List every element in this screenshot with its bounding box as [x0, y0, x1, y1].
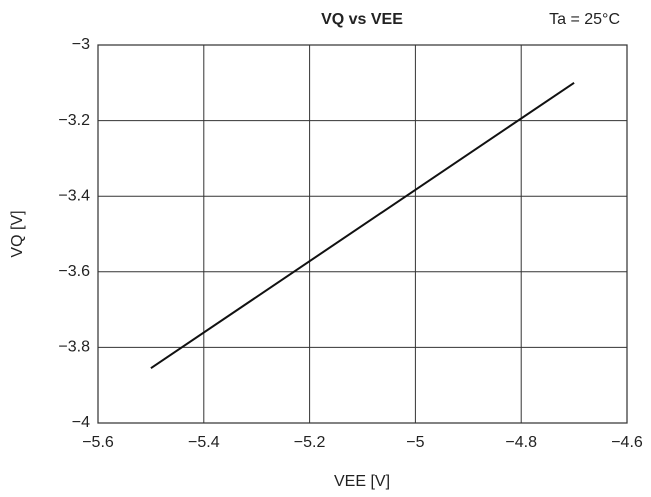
chart-title: VQ vs VEE: [321, 11, 403, 28]
y-tick-label: −4: [72, 414, 90, 431]
y-tick-label: −3.4: [58, 187, 90, 204]
y-tick-label: −3.8: [58, 339, 90, 356]
x-tick-label: −5: [406, 434, 424, 451]
annotation: Ta = 25°C: [549, 11, 620, 28]
y-axis-label: VQ [V]: [9, 210, 26, 257]
x-tick-label: −4.6: [611, 434, 643, 451]
x-axis-label: VEE [V]: [334, 473, 390, 490]
y-tick-label: −3.6: [58, 263, 90, 280]
x-tick-label: −5.4: [188, 434, 220, 451]
y-tick-label: −3: [72, 36, 90, 53]
x-tick-label: −4.8: [505, 434, 537, 451]
x-tick-label: −5.6: [82, 434, 114, 451]
x-tick-label: −5.2: [294, 434, 326, 451]
y-tick-label: −3.2: [58, 112, 90, 129]
data-line: [150, 81, 575, 370]
